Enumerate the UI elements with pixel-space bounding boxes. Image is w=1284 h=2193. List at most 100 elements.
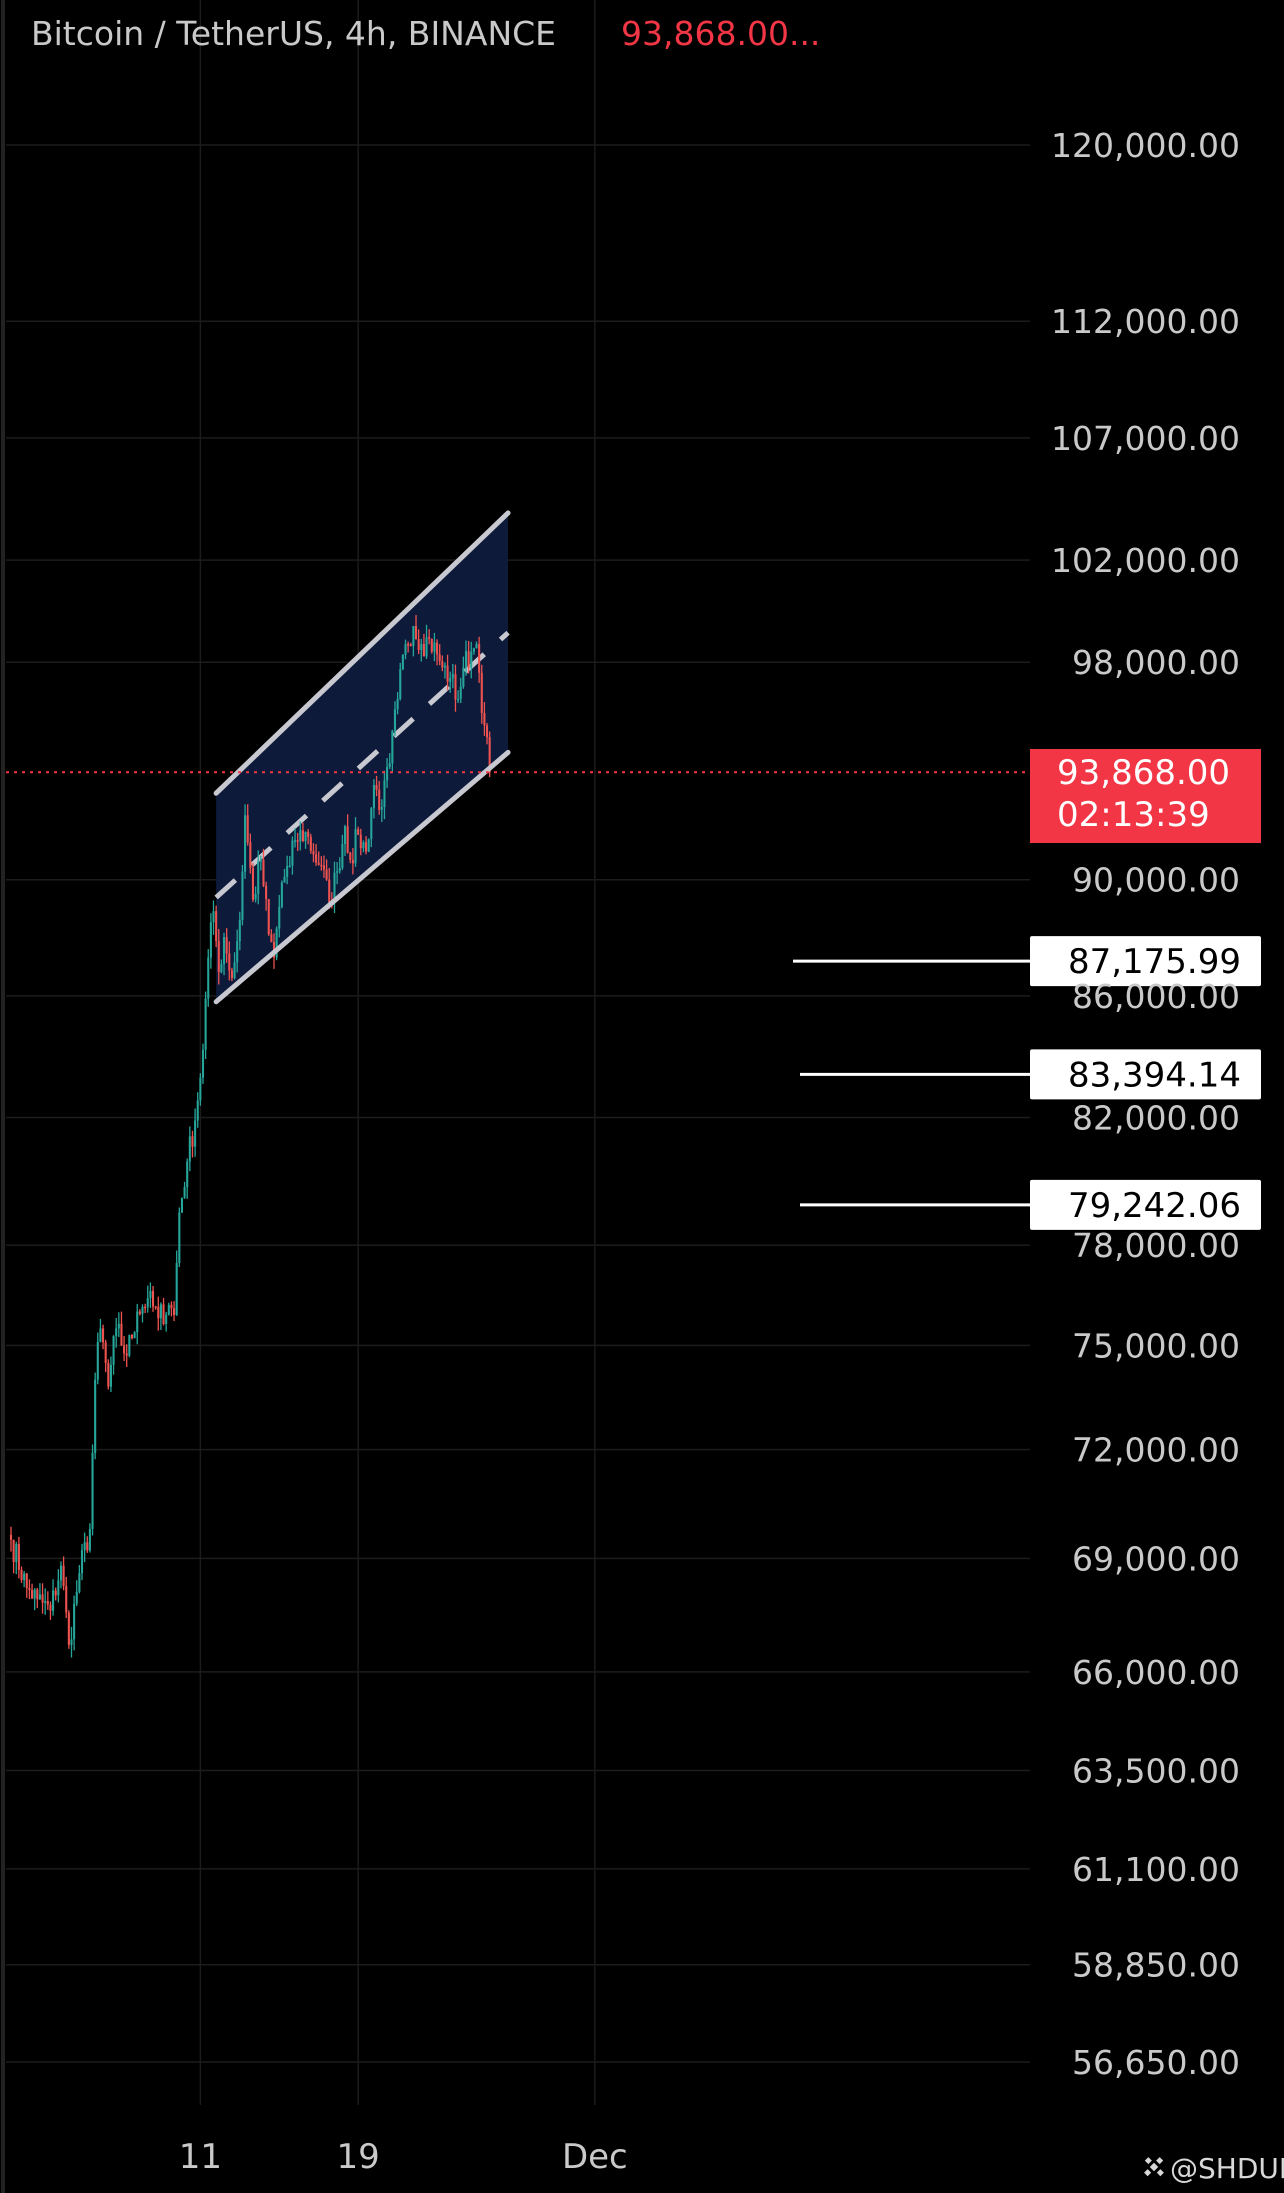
candle: [425, 624, 428, 659]
y-tick-label: 58,850.00: [1072, 1946, 1240, 1985]
candle: [88, 1523, 91, 1553]
candle: [233, 952, 236, 980]
candle: [354, 817, 357, 867]
candle: [393, 701, 397, 737]
candle: [94, 1372, 97, 1460]
y-tick-label: 120,000.00: [1051, 126, 1240, 165]
price-level-label: 87,175.99: [1068, 942, 1241, 982]
candle: [244, 804, 247, 879]
candle: [375, 775, 378, 797]
parallel-channel: [214, 512, 510, 1002]
candle: [341, 834, 344, 871]
candle: [349, 851, 352, 864]
candle: [312, 843, 315, 863]
candle: [207, 949, 210, 1007]
candle: [238, 911, 241, 951]
candle: [467, 640, 470, 674]
candle: [420, 638, 423, 662]
candle: [36, 1587, 39, 1609]
candle: [20, 1566, 23, 1583]
candle: [372, 779, 375, 819]
candle: [378, 780, 381, 815]
candle: [59, 1561, 63, 1589]
candle: [254, 886, 257, 903]
price-level-tag: [1030, 936, 1261, 987]
candle: [399, 662, 402, 701]
candle: [62, 1556, 65, 1591]
candle: [480, 664, 483, 724]
x-tick-label: 19: [337, 2137, 380, 2177]
candle: [433, 632, 436, 662]
candle: [325, 859, 328, 881]
candle: [357, 826, 360, 836]
candle: [38, 1583, 41, 1600]
candle: [296, 832, 299, 851]
symbol-title[interactable]: Bitcoin / TetherUS, 4h, BINANCE: [31, 14, 556, 53]
candle: [99, 1318, 102, 1343]
x-tick-label: 11: [179, 2137, 222, 2177]
candle: [157, 1296, 160, 1331]
candle: [73, 1595, 76, 1651]
candle: [228, 941, 231, 981]
price-axis[interactable]: 120,000.00 112,000.00 107,000.00 102,000.00…: [1051, 126, 1240, 2082]
candle: [236, 929, 239, 973]
candle: [194, 1108, 197, 1157]
candle: [251, 863, 255, 903]
candle: [96, 1332, 99, 1385]
candle: [115, 1318, 118, 1348]
channel-fill: [216, 512, 509, 1002]
candle: [117, 1312, 120, 1338]
candle: [180, 1197, 183, 1213]
candle: [422, 634, 425, 657]
candle: [144, 1303, 147, 1314]
candle: [44, 1588, 47, 1615]
candle: [412, 625, 415, 657]
channel-midline: [214, 630, 510, 900]
candle: [438, 644, 441, 666]
candle: [17, 1536, 20, 1579]
candle: [15, 1541, 18, 1575]
candle: [441, 655, 444, 672]
candle: [478, 636, 481, 683]
candle: [151, 1285, 155, 1312]
candle: [380, 799, 383, 823]
candle: [307, 829, 310, 845]
time-axis[interactable]: 11 19 Dec: [179, 2137, 628, 2177]
candle: [204, 991, 207, 1059]
y-tick-label: 98,000.00: [1072, 643, 1240, 682]
candlestick-series: [6, 510, 1030, 1658]
candle: [401, 654, 404, 671]
candle: [159, 1302, 162, 1330]
candle: [293, 828, 297, 848]
candle: [457, 690, 460, 704]
price-level-label: 79,242.06: [1068, 1186, 1241, 1226]
watermark-text: @SHDUK: [1170, 2152, 1284, 2185]
candle: [141, 1304, 144, 1323]
price-levels: 87,175.99 83,394.14 79,242.06: [793, 936, 1261, 1230]
current-price-tag-bg: [1030, 749, 1261, 843]
candle: [270, 929, 273, 943]
candle: [9, 1526, 13, 1552]
candle: [472, 647, 475, 655]
candle: [86, 1536, 89, 1553]
candle: [102, 1324, 105, 1350]
candle: [46, 1591, 49, 1610]
candle: [301, 822, 304, 843]
y-tick-label: 66,000.00: [1072, 1653, 1240, 1692]
candle: [78, 1565, 81, 1594]
candle: [257, 850, 260, 905]
candle: [451, 663, 454, 689]
channel-upper-line: [213, 510, 511, 796]
candle: [178, 1207, 181, 1268]
candle: [209, 913, 212, 969]
y-tick-label: 107,000.00: [1051, 419, 1240, 458]
candle: [391, 729, 394, 773]
candle: [299, 821, 302, 851]
candle: [112, 1335, 115, 1375]
candle: [23, 1570, 26, 1588]
candle: [146, 1285, 149, 1313]
candle: [317, 851, 320, 866]
candle: [67, 1610, 70, 1649]
price-level-label: 83,394.14: [1068, 1055, 1241, 1095]
